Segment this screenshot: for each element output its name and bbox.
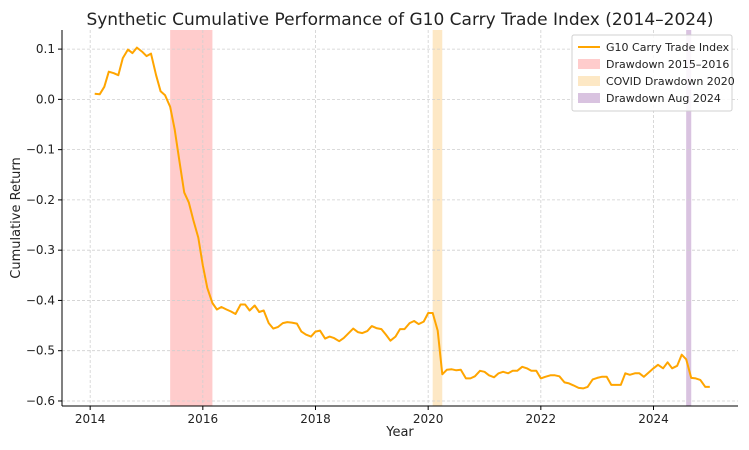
legend-swatch-3 <box>578 93 600 103</box>
y-tick-label-2: −0.1 <box>26 143 55 157</box>
x-tick-label-1: 2016 <box>188 412 219 426</box>
legend-label-0: G10 Carry Trade Index <box>606 41 730 54</box>
y-tick-label-0: 0.1 <box>36 42 55 56</box>
legend-swatch-1 <box>578 59 600 69</box>
tick-labels: 2014 2016 2018 2020 2022 2024 0.1 0.0 −0.1 −0.2 −0… <box>26 42 669 426</box>
x-tick-label-5: 2024 <box>638 412 669 426</box>
y-tick-label-5: −0.4 <box>26 293 55 307</box>
x-tick-label-3: 2020 <box>413 412 444 426</box>
x-tick-label-4: 2022 <box>526 412 557 426</box>
shaded-region-2 <box>686 30 692 406</box>
legend-label-3: Drawdown Aug 2024 <box>606 92 721 105</box>
chart-title: Synthetic Cumulative Performance of G10 … <box>86 10 713 30</box>
legend-label-1: Drawdown 2015–2016 <box>606 58 729 71</box>
y-tick-label-3: −0.2 <box>26 193 55 207</box>
y-axis-label: Cumulative Return <box>9 157 24 278</box>
series-lines <box>94 46 710 390</box>
x-tick-label-2: 2018 <box>300 412 331 426</box>
x-axis-label: Year <box>385 425 414 440</box>
x-tick-label-0: 2014 <box>75 412 106 426</box>
y-tick-label-7: −0.6 <box>26 394 55 408</box>
series-line-0 <box>94 46 710 390</box>
legend-swatch-2 <box>578 76 600 86</box>
legend-label-2: COVID Drawdown 2020 <box>606 75 735 88</box>
legend-box <box>571 34 733 112</box>
legend: G10 Carry Trade Index Drawdown 2015–2016 C… <box>571 34 735 112</box>
axes <box>61 30 738 407</box>
y-tick-label-1: 0.0 <box>36 92 55 106</box>
y-tick-label-6: −0.5 <box>26 344 55 358</box>
shaded-region-0 <box>170 30 213 406</box>
y-tick-label-4: −0.3 <box>26 243 55 257</box>
shaded-regions <box>170 30 692 406</box>
shaded-region-1 <box>432 30 443 406</box>
